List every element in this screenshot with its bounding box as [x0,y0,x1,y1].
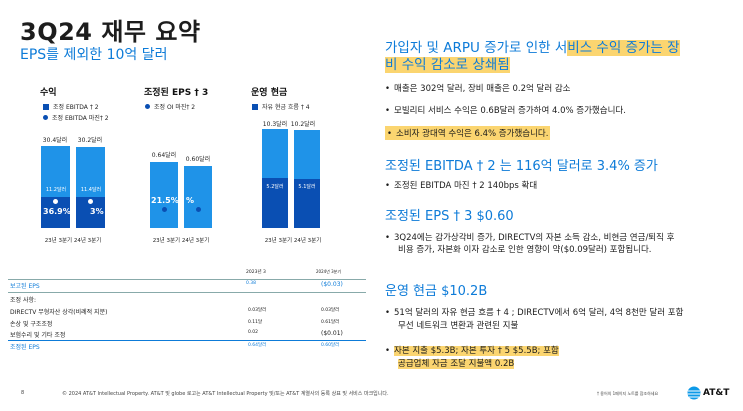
revenue-bar1-inner: 11.2달러 [45,187,67,193]
table-header-row: 2023년 3 2024년 3분기 [8,268,366,279]
table-row: DIRECTV 무형자산 상각(비례적 지분) 0.03달러 0.03달러 [10,308,340,316]
page-title: 3Q24 재무 요약 [20,18,201,46]
revenue-bar2-label: 30.2달러 [77,137,103,144]
table-col-header: 2024년 3분기 [316,269,342,274]
bullet-capex: 자본 지출 $5.3B; 자본 투자 † 5 $5.5B; 포함 [385,344,559,356]
eps-bar-2 [184,166,212,228]
table-rule [8,340,366,341]
att-logo: AT&T [687,386,729,400]
table-row: 조정 사항: [10,297,37,304]
bullet-mobility: 모빌리티 서비스 수익은 0.6B달러 증가하여 4.0% 증가했습니다. [385,104,626,116]
table-rule [8,279,366,280]
bullet-capex-cont: 공급업체 자금 조달 지불액 0.2B [398,359,515,369]
cash-legend-fcf: 자유 현금 흐름 † 4 [252,102,310,111]
cash-bar2-label: 10.2달러 [290,121,316,128]
revenue-legend-margin: 조정 EBITDA 마진† 2 [43,113,109,122]
table-row: 조정된 EPS 0.64달러 0.60달러 [10,343,340,351]
section-cash: 운영 현금 $10.2B [385,284,488,299]
right-headline: 가입자 및 ARPU 증가로 인한 서비스 수익 증가는 장 비 수익 감소로 … [385,40,680,73]
cash-bar-1 [262,129,288,228]
bullet-eps-1-cont: 비용 증가, 자본화 이자 감소로 인한 영향이 약($0.09달러) 포함됩니… [398,245,652,255]
cash-bar2-inner: 5.1달러 [298,184,316,190]
bullet-broadband: 소비자 광대역 수익은 6.4% 증가했습니다. [385,126,551,140]
page-subtitle: EPS를 제외한 10억 달러 [20,47,168,63]
bullet-revenue: 매출은 302억 달러, 장비 매출은 0.2억 달러 감소 [385,82,570,94]
legend-dot-icon [43,115,48,120]
margin-dot-icon [196,207,201,212]
copyright-text: © 2024 AT&T Intellectual Property. AT&T … [62,391,389,397]
cash-fcf-bar-2 [294,179,320,228]
margin-dot-icon [88,199,93,204]
revenue-legend-ebitda: 조정 EBITDA † 2 [43,102,99,111]
legend-square-icon [252,103,258,110]
cash-bar-2 [294,130,320,228]
eps-bar-1 [150,162,178,228]
globe-icon [687,386,701,400]
cash-bar1-inner: 5.2달러 [266,184,284,190]
revenue-margin-1: 36.9% [43,207,71,216]
bullet-fcf: 51억 달러의 자유 현금 흐름 † 4 ; DIRECTV에서 6억 달러, … [385,306,683,318]
bullet-fcf-cont: 무선 네트워크 변환과 관련된 지불 [398,321,519,331]
margin-dot-icon [53,199,58,204]
revenue-bar1-label: 30.4달러 [42,137,68,144]
cash-chart-title: 운영 현금 [251,88,288,98]
margin-dot-icon [162,207,167,212]
eps-chart-title: 조정된 EPS † 3 [144,88,209,98]
legend-square-icon [43,103,49,110]
legend-dot-icon [145,104,150,109]
revenue-bar2-inner: 11.4달러 [80,187,102,193]
eps-bar2-label: 0.60달러 [185,156,211,163]
footnote: † 용어의 1페이지 노트를 참조하세요 [597,391,659,396]
revenue-axis-labels: 23년 3분기 24년 3분기 [44,238,102,244]
cash-axis-labels: 23년 3분기 24년 3분기 [264,238,322,244]
eps-margin-2: % [186,196,195,205]
section-ebitda: 조정된 EBITDA † 2 는 116억 달러로 3.4% 증가 [385,159,658,174]
table-row: 손상 및 구조조정 0.11달 0.61달러 [10,320,340,328]
eps-margin-1: 21.5% [151,196,179,205]
revenue-bar-1 [41,146,70,228]
revenue-chart-title: 수익 [40,88,57,98]
eps-bar1-label: 0.64달러 [151,152,177,159]
bullet-eps-1: 3Q24에는 감가상각비 증가, DIRECTV의 자본 소득 감소, 비현금 … [385,231,674,243]
table-rule [8,292,366,293]
table-row: 보험수리 및 기타 조정 0.02 ($0.01) [10,330,343,339]
cash-bar1-label: 10.3달러 [262,121,288,128]
eps-legend-margin: 조정 OI 마진† 2 [145,102,195,111]
table-col-header: 2023년 3 [246,270,266,275]
cash-fcf-bar-1 [262,178,288,228]
page-number: 8 [21,390,25,396]
revenue-margin-2: 3% [90,207,104,216]
table-row: 보고된 EPS 0.38 ($0.03) [10,281,343,290]
section-eps: 조정된 EPS † 3 $0.60 [385,209,514,224]
eps-axis-labels: 23년 3분기 24년 3분기 [152,238,210,244]
bullet-ebitda-margin: 조정된 EBITDA 마진 † 2 140bps 확대 [385,179,537,191]
